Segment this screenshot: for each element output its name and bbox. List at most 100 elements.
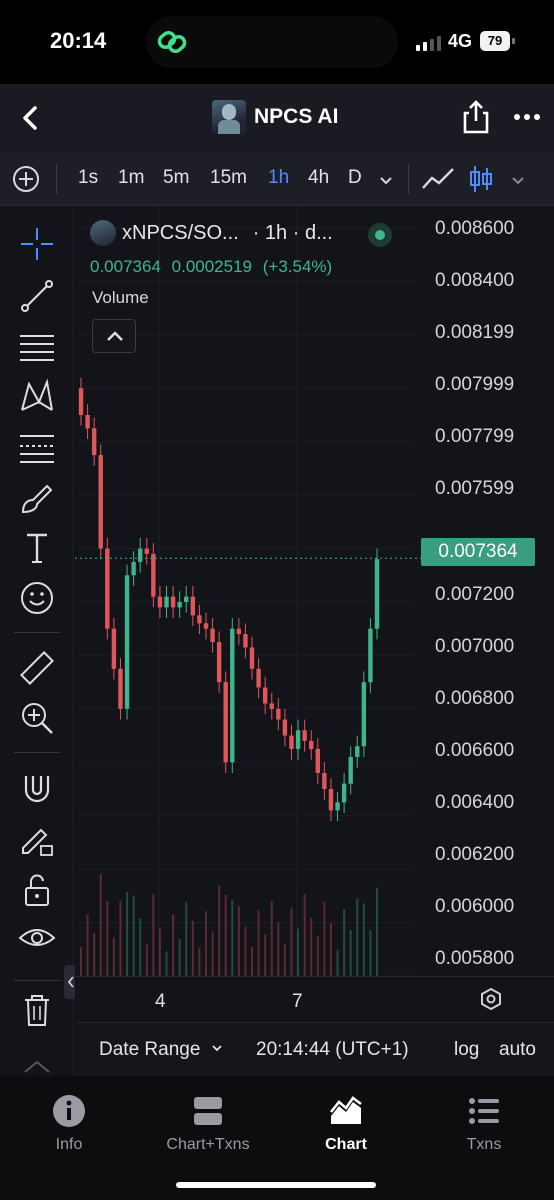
timeframe-15m[interactable]: 15m — [210, 167, 247, 188]
log-scale-toggle[interactable]: log — [454, 1039, 480, 1060]
date-range-button[interactable]: Date Range — [99, 1039, 224, 1061]
candle — [216, 642, 222, 683]
candle — [256, 668, 261, 688]
trash-icon[interactable] — [17, 990, 57, 1030]
zoom-in-icon[interactable] — [17, 698, 57, 738]
trend-line-icon[interactable] — [17, 276, 57, 316]
volume-bar — [112, 937, 115, 976]
settings-icon[interactable] — [479, 987, 503, 1011]
candle — [348, 756, 353, 784]
horizontal-lines-icon[interactable] — [17, 326, 57, 366]
tab-txns[interactable]: Txns — [424, 1094, 544, 1154]
price-change-row: 0.007364 0.0002519 (+3.54%) — [90, 257, 338, 277]
volume-bar — [277, 922, 280, 976]
volume-bar — [237, 906, 240, 976]
crosshair-icon[interactable] — [17, 224, 57, 264]
volume-bar — [211, 931, 214, 976]
volume-bar — [172, 914, 175, 976]
list-icon — [469, 1098, 499, 1124]
volume-bar — [93, 933, 96, 976]
timeframe-5m[interactable]: 5m — [163, 167, 190, 188]
volume-bar — [329, 922, 332, 976]
text-icon[interactable] — [17, 528, 57, 568]
candle — [249, 647, 255, 669]
tab-chart-txns[interactable]: Chart+Txns — [148, 1094, 268, 1154]
volume-bar — [106, 901, 109, 976]
timeframe-1s[interactable]: 1s — [78, 167, 99, 188]
candle — [355, 746, 360, 757]
chart-canvas[interactable] — [75, 206, 554, 1020]
candle — [309, 740, 314, 749]
pattern-icon[interactable] — [17, 376, 57, 416]
price-tick-label: 0.007799 — [435, 426, 515, 447]
timezone-clock[interactable]: 20:14:44 (UTC+1) — [256, 1039, 409, 1060]
chevron-down-icon[interactable] — [508, 170, 528, 190]
magnet-icon[interactable] — [17, 768, 57, 808]
volume-bar — [270, 901, 273, 976]
candle — [98, 455, 103, 549]
chevron-down-icon[interactable] — [376, 170, 396, 190]
fib-icon[interactable] — [17, 428, 57, 468]
tab-label: Txns — [466, 1136, 502, 1153]
date-range-label: Date Range — [99, 1039, 201, 1060]
volume-bar — [244, 926, 247, 976]
candle — [138, 548, 143, 562]
emoji-icon[interactable] — [17, 578, 57, 618]
timeframe-1h[interactable]: 1h — [268, 167, 290, 188]
add-indicator-icon[interactable] — [12, 165, 40, 193]
candle — [322, 772, 327, 789]
candlestick-icon[interactable] — [466, 164, 496, 194]
lock-drawing-icon[interactable] — [17, 818, 57, 858]
price-tick-label: 0.006200 — [435, 844, 515, 865]
chevron-down-icon — [212, 1045, 222, 1052]
status-bar: 20:14 4G 79 — [0, 0, 554, 84]
legend-price: 0.007364 — [90, 257, 161, 276]
candle — [164, 596, 169, 608]
timeframe-4h[interactable]: 4h — [308, 167, 330, 188]
auto-scale-toggle[interactable]: auto — [499, 1039, 536, 1060]
price-chart[interactable] — [75, 206, 554, 977]
price-tick-label: 0.007000 — [435, 636, 515, 657]
volume-bar — [132, 895, 135, 976]
more-horizontal-icon[interactable] — [512, 102, 542, 132]
candle — [368, 628, 373, 683]
timeframe-1m[interactable]: 1m — [118, 167, 145, 188]
brush-icon[interactable] — [17, 478, 57, 518]
legend-change-percent: (+3.54%) — [262, 257, 333, 276]
share-icon[interactable] — [458, 98, 494, 136]
candle — [124, 575, 130, 709]
candle — [223, 682, 228, 763]
tab-info[interactable]: Info — [9, 1094, 129, 1154]
chevron-left-icon[interactable] — [14, 100, 50, 136]
price-tick-label: 0.006800 — [435, 688, 515, 709]
candle — [170, 596, 176, 608]
collapse-indicators-button[interactable] — [92, 319, 136, 353]
candle — [302, 730, 307, 741]
symbol-name[interactable]: xNPCS/SO... — [122, 221, 239, 244]
current-price-badge: 0.007364 — [421, 538, 535, 566]
time-axis[interactable]: 4 7 — [75, 976, 554, 1022]
info-icon — [53, 1095, 85, 1127]
eye-icon[interactable] — [17, 918, 57, 958]
volume-bar — [264, 934, 267, 976]
chevron-up-icon[interactable] — [17, 1052, 57, 1076]
volume-bar — [369, 930, 372, 976]
tab-label: Chart — [325, 1136, 367, 1153]
volume-bar — [336, 950, 339, 976]
tab-chart[interactable]: Chart — [286, 1094, 406, 1154]
tab-label: Info — [55, 1136, 83, 1153]
volume-bar — [283, 943, 286, 976]
candle — [276, 708, 281, 720]
ruler-icon[interactable] — [17, 648, 57, 688]
collapse-toolbar-handle[interactable] — [64, 965, 78, 999]
candle — [144, 548, 149, 554]
candle — [374, 559, 380, 629]
candle — [243, 634, 248, 648]
line-chart-type-icon[interactable] — [420, 164, 456, 194]
timeframe-d[interactable]: D — [348, 167, 362, 188]
unlock-icon[interactable] — [17, 870, 57, 910]
candle — [118, 668, 123, 709]
candle — [105, 548, 110, 629]
volume-bar — [80, 947, 82, 976]
candle — [341, 783, 347, 803]
